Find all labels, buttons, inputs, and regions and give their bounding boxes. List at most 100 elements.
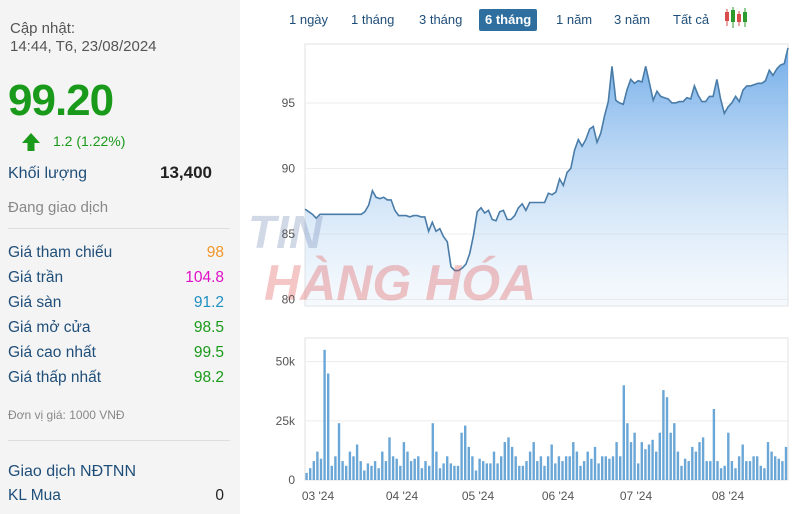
volume-bar — [691, 446, 694, 480]
volume-bar — [337, 423, 341, 480]
x-tick-label: 07 '24 — [620, 489, 653, 503]
volume-bar — [705, 461, 708, 480]
volume-bar — [626, 423, 629, 480]
volume-bar — [384, 461, 388, 480]
volume-bar — [453, 465, 456, 480]
volume-bar — [442, 463, 445, 480]
volume-bar — [590, 458, 593, 480]
foreign-trading-title: Giao dịch NĐTNN — [8, 463, 137, 480]
volume-bar — [399, 465, 402, 480]
stat-value: 98.5 — [193, 319, 224, 336]
volume-bar — [727, 432, 730, 480]
trading-status: Đang giao dịch — [8, 199, 109, 216]
range-button[interactable]: 1 tháng — [351, 12, 395, 27]
x-tick-label: 05 '24 — [462, 489, 495, 503]
volume-bar — [586, 451, 589, 480]
volume-bar — [355, 444, 359, 480]
volume-panel-frame — [304, 337, 789, 481]
range-button[interactable]: Tất cả — [673, 12, 710, 27]
volume-bar — [568, 456, 571, 480]
volume-bar — [323, 349, 326, 480]
volume-bar — [464, 425, 467, 480]
volume-bar — [669, 432, 672, 480]
volume-bar — [734, 468, 737, 480]
volume-bar — [420, 468, 424, 480]
volume-bar — [543, 465, 546, 480]
stat-label: Giá trần — [8, 269, 64, 286]
candlestick-icon[interactable] — [723, 6, 749, 35]
volume-bar — [557, 456, 561, 480]
volume-bar — [701, 437, 705, 480]
volume-bar — [348, 451, 352, 480]
volume-bar — [500, 456, 503, 480]
volume-bar — [766, 442, 770, 480]
volume-bar — [510, 446, 514, 480]
volume-bar — [424, 461, 427, 480]
volume-bar — [784, 446, 788, 480]
volume-tick-label: 0 — [288, 473, 295, 487]
volume-bar — [582, 461, 586, 480]
volume-bar — [496, 463, 499, 480]
volume-bar — [352, 456, 355, 480]
volume-tick-label: 25k — [276, 414, 296, 428]
volume-bar — [741, 444, 744, 480]
volume-bar — [492, 451, 496, 480]
volume-bar — [662, 390, 665, 480]
volume-bar — [327, 373, 330, 480]
price-change: 1.2 (1.22%) — [53, 133, 126, 149]
price-tick-label: 80 — [282, 292, 296, 306]
volume-tick-label: 50k — [276, 355, 296, 369]
range-button[interactable]: 1 năm — [556, 12, 593, 27]
volume-bar — [449, 463, 452, 480]
volume-bar — [601, 456, 604, 480]
volume-bar — [763, 468, 766, 480]
volume-bar — [334, 456, 337, 480]
range-button[interactable]: 3 năm — [614, 12, 651, 27]
volume-bar — [381, 451, 384, 480]
volume-value: 13,400 — [160, 163, 212, 182]
volume-bar — [698, 442, 701, 480]
volume-bar — [716, 461, 719, 480]
volume-bar — [309, 468, 312, 480]
stat-label: Giá mở cửa — [8, 319, 91, 336]
volume-bar — [377, 468, 380, 480]
foreign-buy-label: KL Mua — [8, 487, 61, 504]
unit-note: Đơn vị giá: 1000 VNĐ — [8, 408, 125, 422]
volume-bar — [316, 451, 319, 480]
volume-bar — [528, 451, 532, 480]
volume-bar — [435, 451, 438, 480]
price-line — [304, 47, 789, 272]
volume-bar — [658, 432, 661, 480]
volume-bar — [546, 456, 550, 480]
range-button[interactable]: 1 ngày — [289, 12, 329, 27]
volume-bar — [312, 461, 315, 480]
range-button[interactable]: 6 tháng — [479, 9, 538, 31]
price-area — [305, 47, 788, 307]
volume-bar — [391, 456, 395, 480]
range-button[interactable]: 3 tháng — [419, 12, 463, 27]
volume-bar — [709, 461, 712, 480]
update-time: 14:44, T6, 23/08/2024 — [10, 38, 157, 55]
volume-label: Khối lượng — [8, 165, 88, 182]
volume-bar — [456, 465, 460, 480]
volume-bar — [759, 465, 762, 480]
up-arrow-icon — [21, 132, 41, 157]
volume-bar — [489, 463, 492, 480]
volume-bar — [719, 468, 723, 480]
volume-bar — [409, 461, 413, 480]
volume-bar — [694, 451, 698, 480]
volume-bar — [554, 463, 557, 480]
volume-bar — [395, 458, 398, 480]
volume-bar — [781, 461, 784, 480]
volume-bar — [482, 461, 485, 480]
volume-bar — [633, 432, 636, 480]
volume-bar — [366, 463, 370, 480]
volume-bar — [539, 456, 543, 480]
volume-bar — [575, 451, 579, 480]
x-tick-label: 04 '24 — [386, 489, 419, 503]
stat-value: 98 — [206, 244, 224, 261]
volume-bar — [665, 397, 669, 480]
volume-bar — [655, 451, 658, 480]
volume-bar — [417, 456, 420, 480]
volume-bar — [730, 461, 734, 480]
